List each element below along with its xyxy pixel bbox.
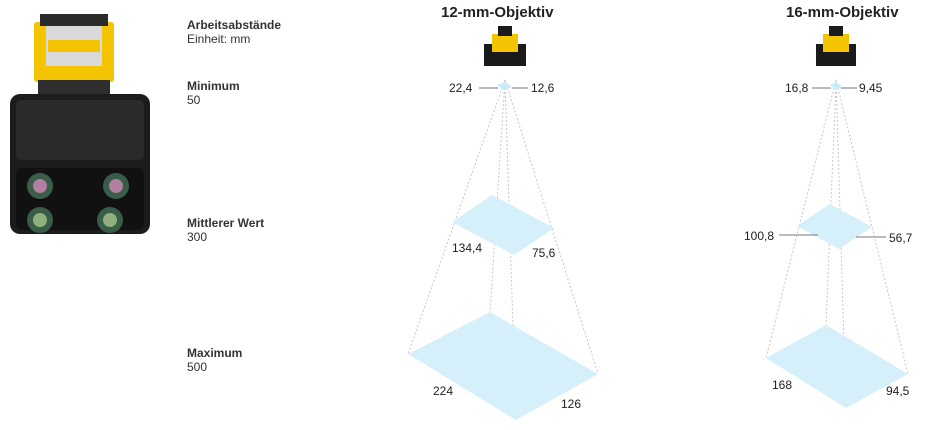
dim-12mm-max-h: 126 [561, 397, 582, 411]
dim-16mm-min-w: 16,8 [785, 81, 809, 95]
minimum-title: Minimum [187, 79, 240, 93]
dim-16mm-mid-h: 56,7 [889, 231, 913, 245]
dim-12mm-min-w: 22,4 [449, 81, 473, 95]
maximum-row: Maximum 500 [187, 346, 242, 374]
mid-title: Mittlerer Wert [187, 216, 265, 230]
maximum-value: 500 [187, 360, 208, 374]
dim-12mm-min-h: 12,6 [531, 81, 555, 95]
unit-label: Einheit: mm [187, 32, 251, 46]
plane-12mm-max [408, 312, 598, 420]
plane-12mm-min [497, 82, 512, 90]
minimum-value: 50 [187, 93, 201, 107]
lens-16mm-diagram [765, 26, 909, 409]
working-distance-title: Arbeitsabstände [187, 18, 282, 32]
lens-12mm-diagram [407, 26, 599, 421]
lens-16mm-title: 16-mm-Objektiv [786, 4, 899, 21]
dim-12mm-max-w: 224 [433, 384, 454, 398]
dim-16mm-max-h: 94,5 [886, 384, 910, 398]
mid-value: 300 [187, 230, 208, 244]
lens-12mm-title: 12-mm-Objektiv [441, 4, 554, 21]
dim-16mm-mid-w: 100,8 [744, 229, 775, 243]
dim-12mm-mid-w: 134,4 [452, 241, 483, 255]
dim-16mm-max-w: 168 [772, 378, 793, 392]
minimum-row: Minimum 50 [187, 79, 240, 107]
dim-12mm-mid-h: 75,6 [532, 246, 556, 260]
plane-16mm-mid [797, 204, 872, 249]
mid-row: Mittlerer Wert 300 [187, 216, 264, 244]
working-distance-header: Arbeitsabstände Einheit: mm [187, 18, 281, 46]
plane-16mm-min [830, 82, 842, 90]
dim-16mm-min-h: 9,45 [859, 81, 883, 95]
camera-image [10, 14, 150, 234]
plane-16mm-max [766, 325, 908, 408]
maximum-title: Maximum [187, 346, 243, 360]
plane-12mm-mid [452, 195, 554, 255]
